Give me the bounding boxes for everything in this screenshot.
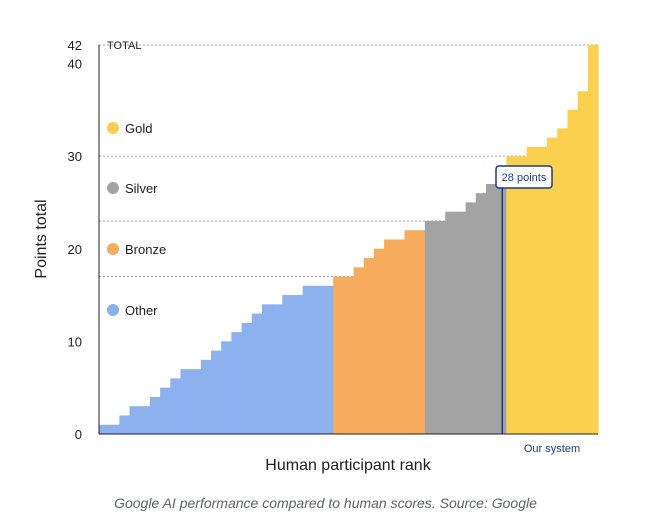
bar-gold <box>506 156 518 434</box>
y-axis-title: Points total <box>33 199 50 278</box>
y-tick-labels: 0 10 20 30 40 42 TOTAL <box>68 38 142 442</box>
bar-gold <box>557 128 569 434</box>
bar-other <box>241 322 253 434</box>
bar-bronze <box>333 276 345 434</box>
callout-box <box>495 165 553 189</box>
bar-gold <box>567 109 579 434</box>
bar-gold <box>547 137 558 434</box>
legend-swatch <box>107 182 119 194</box>
bar-other <box>211 350 222 434</box>
y-tick-label: 42 <box>68 38 82 53</box>
bar-silver <box>435 220 446 434</box>
bar-other <box>170 378 182 434</box>
bar-gold <box>516 156 528 434</box>
x-axis-title: Human participant rank <box>265 457 431 474</box>
bar-silver <box>445 211 457 434</box>
bar-bronze <box>363 258 375 434</box>
bar-other <box>323 285 334 434</box>
bar-silver <box>455 211 467 434</box>
bar-gold <box>587 45 599 434</box>
bar-silver <box>475 193 487 434</box>
bar-other <box>231 332 243 434</box>
bar-silver <box>465 202 477 434</box>
bar-bronze <box>373 248 385 434</box>
bar-other <box>99 424 110 434</box>
total-label: TOTAL <box>107 40 141 52</box>
bar-gold <box>536 146 548 434</box>
bar-silver <box>424 220 436 434</box>
y-tick-label: 20 <box>68 242 82 257</box>
bar-bronze <box>404 230 416 434</box>
bar-other <box>221 341 232 434</box>
y-tick-label: 40 <box>68 57 82 72</box>
legend: Gold Silver Bronze Other <box>107 121 166 318</box>
bar-other <box>312 285 324 434</box>
bar-bronze <box>343 276 355 434</box>
bar-bronze <box>384 239 395 434</box>
legend-swatch <box>107 122 119 134</box>
bar-bronze <box>353 267 365 434</box>
legend-label: Other <box>125 303 158 318</box>
bar-gold <box>577 91 589 435</box>
bar-other <box>109 424 120 434</box>
y-tick-label: 30 <box>68 149 82 164</box>
bar-other <box>160 387 171 434</box>
bar-other <box>282 295 294 434</box>
bar-other <box>292 295 304 434</box>
legend-swatch <box>107 304 119 316</box>
bar-bronze <box>414 230 426 434</box>
caption: Google AI performance compared to human … <box>114 495 537 511</box>
bar-other <box>272 304 283 434</box>
bar-other <box>200 359 212 434</box>
our-system-label: Our system <box>524 443 580 455</box>
bar-other <box>139 406 151 434</box>
y-tick-label: 10 <box>68 334 82 349</box>
bar-gold <box>526 146 538 434</box>
bar-other <box>149 396 161 434</box>
bar-other <box>251 313 263 434</box>
chart: 28 points Our system 0 10 20 30 40 42 TOTAL Gol… <box>33 38 599 474</box>
bar-other <box>261 304 273 434</box>
legend-label: Gold <box>125 121 152 136</box>
bar-silver <box>485 183 497 434</box>
y-tick-label: 0 <box>75 427 82 442</box>
legend-label: Bronze <box>125 242 166 257</box>
axes <box>98 45 598 435</box>
bar-other <box>302 285 314 434</box>
callout-label: 28 points <box>502 172 547 184</box>
bar-other <box>129 406 141 434</box>
legend-swatch <box>107 243 119 255</box>
bars <box>99 45 599 435</box>
bar-bronze <box>394 239 406 434</box>
bar-other <box>190 369 202 434</box>
bar-other <box>119 415 131 434</box>
our-system-marker: 28 points Our system <box>495 165 580 455</box>
legend-label: Silver <box>125 181 158 196</box>
bar-other <box>180 369 192 434</box>
